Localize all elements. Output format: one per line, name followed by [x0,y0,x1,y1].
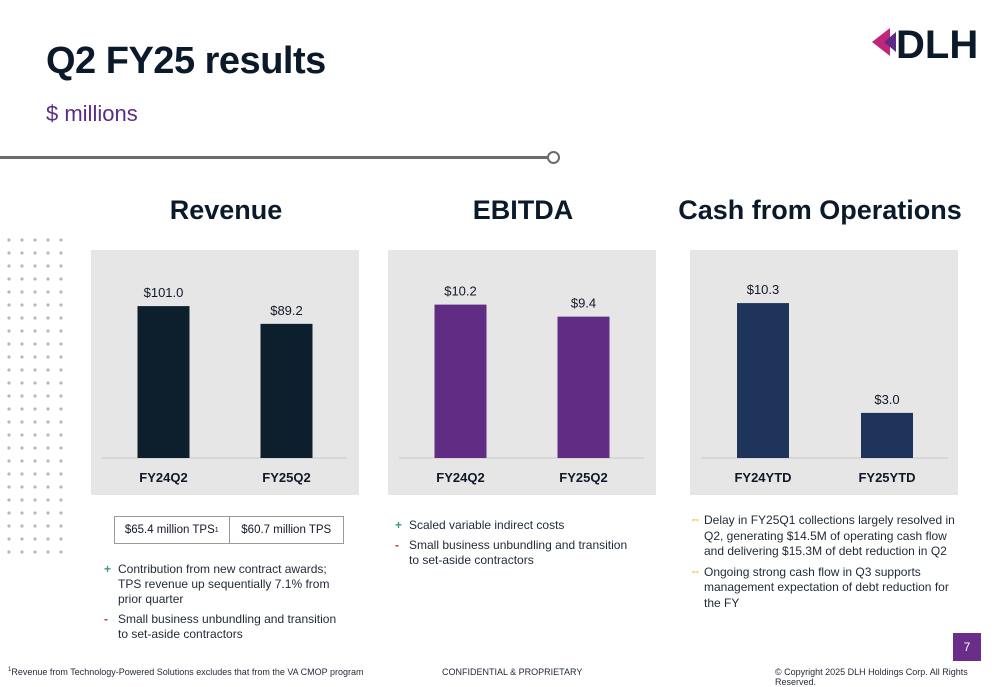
ebitda-title: EBITDA [472,195,574,225]
confidential-label: CONFIDENTIAL & PROPRIETARY [442,667,583,677]
cash-bullets: ⇔ Delay in FY25Q1 collections largely res… [690,513,960,616]
bullet-text: Small business unbundling and transition… [409,538,628,567]
revenue-bullets: + Contribution from new contract awards; … [104,562,344,647]
x-tick-label: FY24Q2 [139,470,187,485]
bullet-item: ⇔ Ongoing strong cash flow in Q3 supports… [690,565,960,612]
footnote: 1Revenue from Technology-Powered Solutio… [8,667,364,677]
tps-fy24: $65.4 million TPS 1 [124,524,219,536]
minus-marker-icon: - [395,538,399,552]
x-tick-label: FY25Q2 [262,470,310,485]
x-tick-label: FY25Q2 [559,470,607,485]
data-label: $9.4 [571,296,596,311]
bullet-item: + Contribution from new contract awards; … [104,562,344,607]
data-label: $10.2 [444,284,477,299]
x-tick-label: FY24YTD [734,470,791,485]
ebitda-bullets: + Scaled variable indirect costs - Small bu… [395,518,635,573]
header-divider-end [547,151,560,164]
bullet-text: Small business unbundling and transition… [118,612,337,641]
cash-chart-panel: $10.3 FY24YTD $3.0 FY25YTD [690,250,958,495]
bullet-item: + Scaled variable indirect costs [395,518,635,533]
bullet-text: Scaled variable indirect costs [409,518,565,532]
bullet-item: ⇔ Delay in FY25Q1 collections largely res… [690,513,960,560]
page-number: 7 [953,633,981,661]
data-label: $10.3 [747,282,780,297]
plus-marker-icon: + [395,518,403,532]
bullet-text: Delay in FY25Q1 collections largely reso… [704,513,955,558]
ebitda-chart-panel: $10.2 FY24Q2 $9.4 FY25Q2 [388,250,656,495]
dlh-logo: DLH [872,23,978,62]
plus-marker-icon: + [104,562,112,576]
data-label: $101.0 [144,285,184,300]
minus-marker-icon: - [104,612,108,626]
bar-fy25q2 [260,323,313,458]
cash-title: Cash from Operations [678,195,962,225]
revenue-chart-panel: $101.0 FY24Q2 $89.2 FY25Q2 [91,250,359,495]
bar-fy24q2 [137,306,190,458]
logo-text: DLH [896,23,978,62]
x-tick-label: FY24Q2 [436,470,484,485]
bullet-text: Contribution from new contract awards; T… [118,562,330,606]
bullet-text: Ongoing strong cash flow in Q3 supports … [704,564,949,610]
bar-fy25q2 [557,316,610,458]
bar-fy24ytd [737,303,789,458]
x-tick-label: FY25YTD [858,470,915,485]
bullet-item: - Small business unbundling and transitio… [395,538,635,568]
copyright: © Copyright 2025 DLH Holdings Corp. All … [775,667,968,687]
neutral-marker-icon: ⇔ [690,565,701,578]
tps-fy25: $60.7 million TPS [228,517,344,543]
decorative-dot-grid [7,238,63,554]
revenue-title: Revenue [169,195,283,225]
data-label: $89.2 [270,303,303,318]
bar-fy25ytd [861,412,913,458]
tps-table: $65.4 million TPS 1 $60.7 million TPS [114,516,344,544]
page-title: Q2 FY25 results [46,40,326,82]
data-label: $3.0 [874,392,899,407]
bullet-item: - Small business unbundling and transitio… [104,612,344,642]
cash-chart: $10.3 FY24YTD $3.0 FY25YTD [701,282,948,485]
bar-fy24q2 [434,304,487,458]
revenue-chart: $101.0 FY24Q2 $89.2 FY25Q2 [102,285,347,485]
logo-arrow-icon [872,28,890,56]
neutral-marker-icon: ⇔ [690,514,701,526]
page-subtitle: $ millions [46,101,138,126]
ebitda-chart: $10.2 FY24Q2 $9.4 FY25Q2 [399,284,644,485]
header-divider [0,156,548,159]
